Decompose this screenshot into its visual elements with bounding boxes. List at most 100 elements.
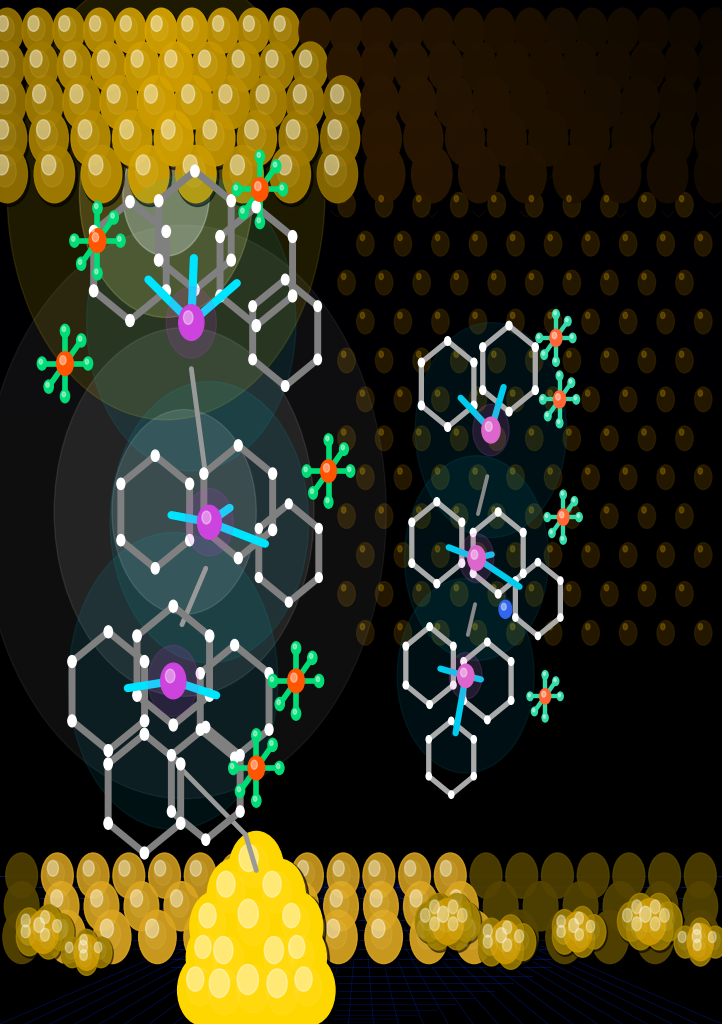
- Circle shape: [399, 77, 438, 132]
- Circle shape: [100, 920, 113, 938]
- Circle shape: [394, 231, 412, 256]
- Circle shape: [695, 387, 712, 412]
- Circle shape: [606, 8, 638, 53]
- Circle shape: [7, 0, 325, 420]
- Circle shape: [676, 504, 693, 528]
- Circle shape: [586, 546, 590, 552]
- Circle shape: [35, 904, 61, 941]
- Circle shape: [338, 348, 355, 373]
- Circle shape: [17, 919, 43, 955]
- Circle shape: [471, 735, 477, 743]
- Circle shape: [338, 193, 357, 219]
- Circle shape: [191, 165, 199, 177]
- Circle shape: [630, 43, 667, 94]
- Circle shape: [705, 927, 722, 961]
- Circle shape: [484, 716, 490, 724]
- Circle shape: [253, 731, 257, 736]
- Circle shape: [69, 532, 278, 829]
- Circle shape: [398, 624, 402, 630]
- Circle shape: [360, 8, 392, 53]
- Circle shape: [536, 560, 538, 562]
- Circle shape: [562, 42, 597, 91]
- Circle shape: [238, 752, 240, 756]
- Circle shape: [425, 893, 452, 933]
- Circle shape: [514, 8, 546, 53]
- Circle shape: [459, 559, 465, 567]
- Circle shape: [432, 309, 449, 334]
- Circle shape: [253, 203, 257, 208]
- Circle shape: [448, 717, 454, 725]
- Circle shape: [496, 43, 532, 94]
- Circle shape: [638, 426, 657, 453]
- Circle shape: [601, 193, 619, 219]
- Circle shape: [473, 77, 513, 132]
- Circle shape: [294, 43, 330, 94]
- Circle shape: [539, 394, 547, 404]
- Circle shape: [155, 112, 196, 170]
- Circle shape: [90, 937, 112, 968]
- Circle shape: [430, 900, 445, 922]
- Circle shape: [35, 146, 77, 207]
- Circle shape: [473, 546, 477, 552]
- Bar: [0, 449, 722, 461]
- Circle shape: [471, 772, 477, 780]
- Circle shape: [619, 387, 638, 414]
- Circle shape: [506, 853, 538, 898]
- Circle shape: [404, 860, 416, 877]
- Circle shape: [164, 882, 199, 931]
- Circle shape: [501, 911, 541, 967]
- Circle shape: [495, 508, 501, 516]
- Circle shape: [417, 507, 421, 513]
- Circle shape: [492, 273, 496, 280]
- Circle shape: [357, 387, 374, 412]
- Circle shape: [365, 145, 405, 203]
- Bar: [0, 141, 722, 154]
- Circle shape: [227, 254, 235, 266]
- Circle shape: [17, 908, 43, 945]
- Circle shape: [695, 111, 722, 166]
- Circle shape: [676, 348, 693, 373]
- Circle shape: [534, 344, 536, 347]
- Circle shape: [472, 774, 474, 776]
- Circle shape: [435, 854, 469, 901]
- Circle shape: [357, 543, 375, 569]
- Circle shape: [604, 351, 609, 357]
- Circle shape: [586, 624, 590, 630]
- Circle shape: [638, 193, 657, 219]
- Circle shape: [399, 854, 432, 901]
- Circle shape: [207, 691, 210, 696]
- Circle shape: [697, 42, 722, 91]
- Circle shape: [550, 530, 552, 534]
- Circle shape: [238, 808, 240, 812]
- Circle shape: [295, 968, 321, 1006]
- Circle shape: [93, 202, 102, 214]
- Circle shape: [21, 926, 35, 945]
- Circle shape: [74, 934, 99, 971]
- Circle shape: [658, 76, 696, 129]
- Circle shape: [692, 930, 701, 943]
- Circle shape: [239, 206, 248, 219]
- Circle shape: [417, 920, 438, 949]
- Circle shape: [416, 902, 445, 944]
- Circle shape: [113, 853, 144, 898]
- Circle shape: [657, 387, 676, 414]
- Bar: [0, 307, 722, 319]
- Bar: [0, 922, 722, 934]
- Circle shape: [627, 894, 656, 935]
- Circle shape: [451, 348, 469, 375]
- Circle shape: [69, 717, 73, 722]
- Circle shape: [399, 853, 430, 898]
- Circle shape: [6, 853, 38, 898]
- Circle shape: [270, 145, 310, 203]
- Circle shape: [104, 626, 113, 638]
- Circle shape: [698, 234, 703, 241]
- Circle shape: [36, 905, 64, 944]
- Circle shape: [30, 50, 42, 68]
- Circle shape: [536, 634, 538, 636]
- Circle shape: [90, 890, 109, 918]
- Circle shape: [149, 854, 183, 901]
- Circle shape: [535, 558, 541, 566]
- Circle shape: [471, 358, 477, 367]
- Circle shape: [619, 465, 638, 492]
- Circle shape: [170, 721, 174, 726]
